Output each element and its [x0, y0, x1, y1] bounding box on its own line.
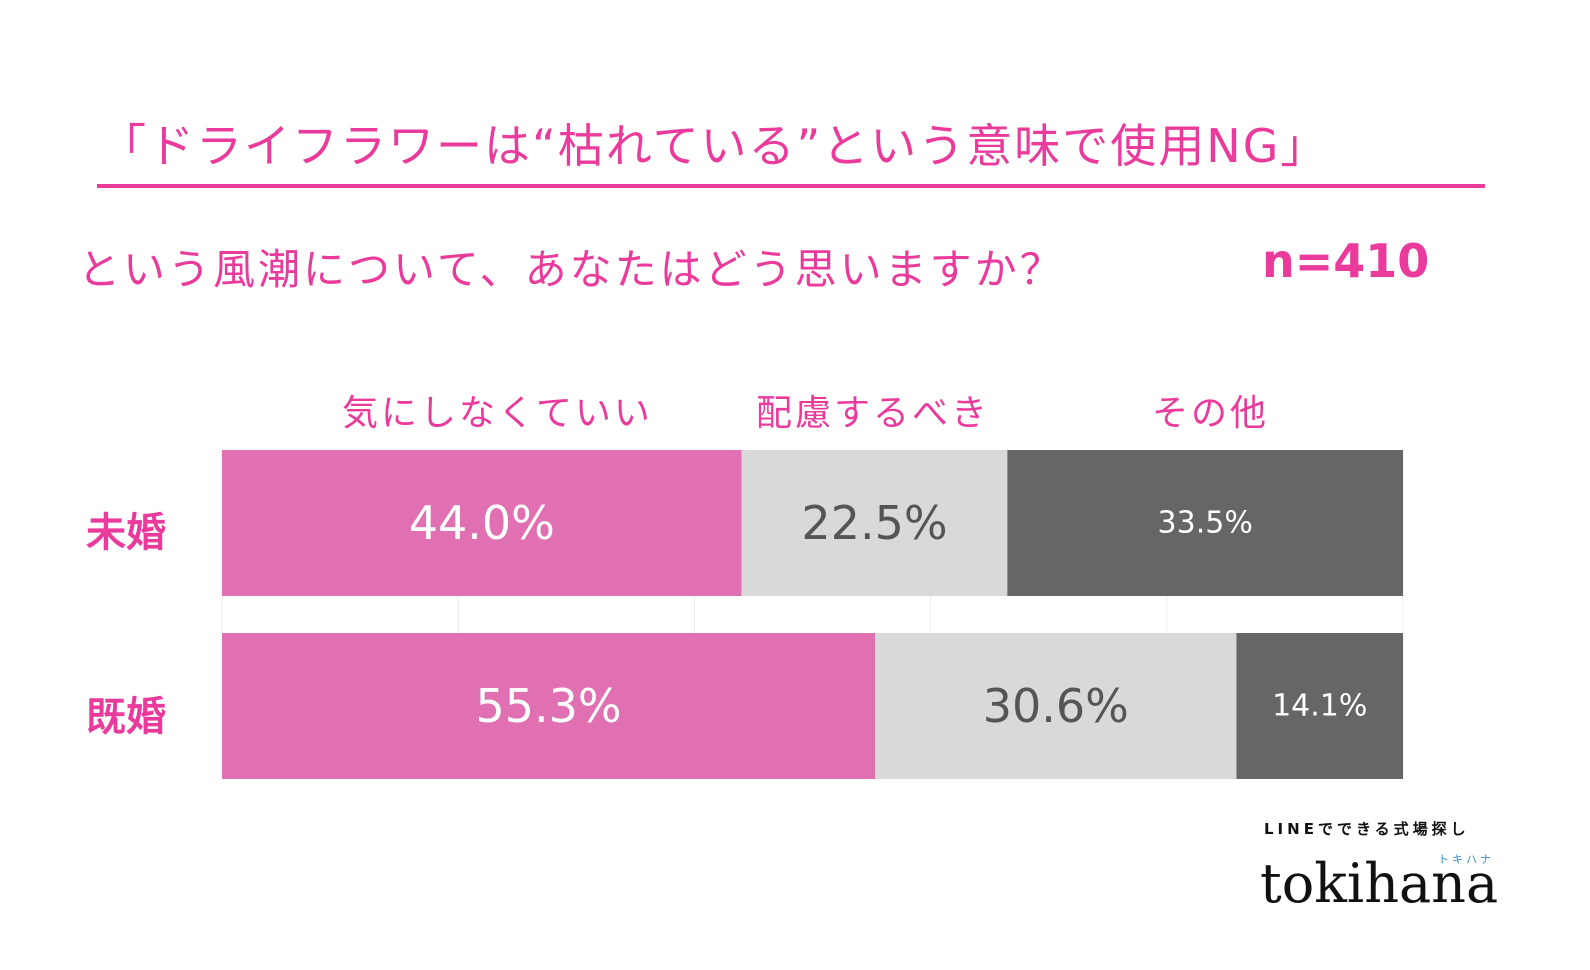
legend-label-no-worry: 気にしなくていい	[342, 393, 653, 434]
chart-subtitle: という風潮について、あなたはどう思いますか？	[78, 245, 1065, 294]
bar-segment-0-1	[741, 450, 1008, 596]
legend-label-other: その他	[1152, 393, 1270, 434]
chart-title: 「ドライフラワーは“枯れている”という意味で使用NG」	[100, 119, 1329, 173]
legend-label-consider: 配慮するべき	[756, 393, 991, 434]
bar-segment-1-2	[1236, 633, 1403, 779]
data-label-0-2: 33.5%	[1158, 506, 1253, 541]
brand-kana: トキハナ	[1438, 853, 1494, 866]
sample-size: n=410	[1262, 234, 1430, 288]
data-label-0-1: 22.5%	[801, 496, 947, 550]
row-label-unmarried: 未婚	[86, 510, 166, 556]
title-underline	[97, 184, 1485, 188]
bar-segment-1-1	[875, 633, 1237, 779]
bar-segment-0-2	[1007, 450, 1403, 596]
brand-logo: tokihana	[1260, 852, 1499, 915]
data-label-0-0: 44.0%	[409, 496, 555, 550]
bar-segment-1-0	[222, 633, 876, 779]
data-label-1-0: 55.3%	[475, 679, 621, 733]
row-label-married: 既婚	[86, 694, 166, 740]
data-label-1-1: 30.6%	[983, 679, 1129, 733]
data-label-1-2: 14.1%	[1272, 689, 1367, 724]
brand-tagline: LINEでできる式場探し	[1264, 820, 1470, 838]
bar-segment-0-0	[222, 450, 742, 596]
